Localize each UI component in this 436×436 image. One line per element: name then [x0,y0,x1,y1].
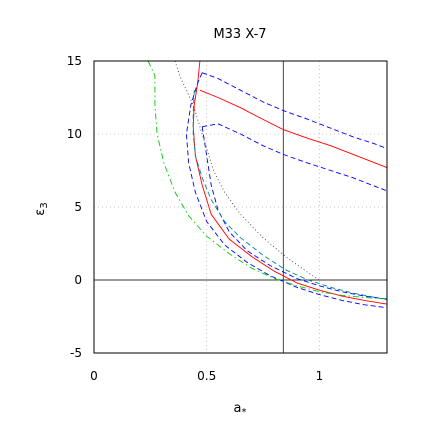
series-line-7 [147,60,388,300]
series-line-3 [185,72,388,309]
plot-frame [93,60,388,354]
series-line-1 [192,60,388,305]
series-line-9 [174,60,320,281]
x-tick-label: 0.5 [197,369,216,383]
x-axis-title-sub: * [241,407,246,418]
y-tick-label: 15 [67,54,82,68]
chart-title: M33 X-7 [213,27,266,42]
x-axis-title: a* [234,401,247,418]
series-line-4 [202,72,388,150]
series-line-5 [201,126,388,300]
x-tick-label: 1 [316,369,324,383]
series-group [147,60,388,309]
y-tick-label: -5 [70,346,82,360]
y-tick-label: 10 [67,127,82,141]
x-tick-label: 0 [90,369,98,383]
series-line-2 [199,89,388,169]
y-tick-label: 5 [74,200,82,214]
y-axis-title-main: ε [33,209,48,216]
series-line-6 [202,123,388,192]
series-line-8 [192,90,388,301]
y-axis-title: ε3 [33,202,50,215]
y-axis-title-sub: 3 [39,202,50,208]
tick-labels: 0 0.5 1 -5 0 5 10 15 [67,54,323,383]
y-tick-label: 0 [74,273,82,287]
x-axis-title-main: a [234,401,242,416]
reference-lines [94,61,387,353]
